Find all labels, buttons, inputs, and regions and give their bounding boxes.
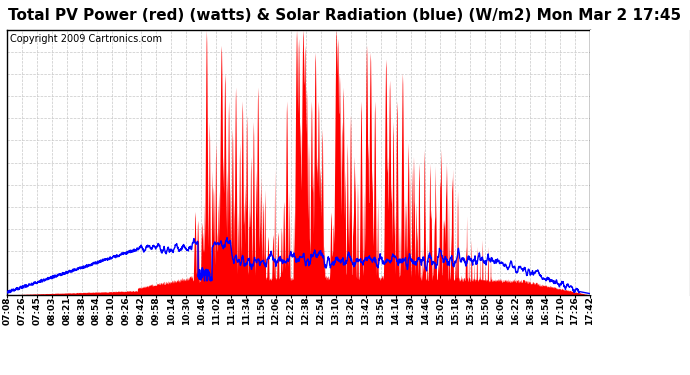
Text: 15:34: 15:34: [466, 297, 475, 326]
Text: 13:56: 13:56: [376, 297, 385, 325]
Text: 11:18: 11:18: [226, 297, 236, 325]
Text: 08:21: 08:21: [62, 297, 71, 325]
Text: 11:34: 11:34: [241, 297, 250, 326]
Text: 07:08: 07:08: [2, 297, 12, 325]
Text: 16:22: 16:22: [511, 297, 520, 325]
Text: 08:38: 08:38: [77, 297, 86, 325]
Text: 17:10: 17:10: [555, 297, 564, 325]
Text: 12:54: 12:54: [316, 297, 326, 326]
Text: 14:30: 14:30: [406, 297, 415, 325]
Text: 09:10: 09:10: [107, 297, 116, 325]
Text: 08:54: 08:54: [92, 297, 101, 325]
Text: 17:42: 17:42: [585, 297, 595, 326]
Text: 11:02: 11:02: [212, 297, 221, 325]
Text: 12:38: 12:38: [302, 297, 310, 325]
Text: 10:14: 10:14: [167, 297, 176, 325]
Text: 14:46: 14:46: [421, 297, 430, 326]
Text: 09:26: 09:26: [122, 297, 131, 325]
Text: 09:42: 09:42: [137, 297, 146, 326]
Text: 09:58: 09:58: [152, 297, 161, 325]
Text: 13:26: 13:26: [346, 297, 355, 325]
Text: 15:18: 15:18: [451, 297, 460, 325]
Text: 13:10: 13:10: [331, 297, 340, 325]
Text: 12:22: 12:22: [286, 297, 295, 325]
Text: 15:50: 15:50: [481, 297, 490, 325]
Text: 08:03: 08:03: [47, 297, 57, 325]
Text: Copyright 2009 Cartronics.com: Copyright 2009 Cartronics.com: [10, 34, 162, 44]
Text: 17:26: 17:26: [571, 297, 580, 326]
Text: 13:42: 13:42: [361, 297, 371, 326]
Text: 07:26: 07:26: [17, 297, 26, 325]
Text: 15:02: 15:02: [436, 297, 445, 325]
Text: 14:14: 14:14: [391, 297, 400, 326]
Text: 16:38: 16:38: [526, 297, 535, 325]
Text: 10:46: 10:46: [197, 297, 206, 325]
Text: 11:50: 11:50: [257, 297, 266, 325]
Text: 16:06: 16:06: [495, 297, 505, 325]
Text: 16:54: 16:54: [540, 297, 550, 326]
Text: 10:30: 10:30: [181, 297, 191, 325]
Text: 07:45: 07:45: [32, 297, 41, 326]
Text: 12:06: 12:06: [271, 297, 281, 325]
Text: Total PV Power (red) (watts) & Solar Radiation (blue) (W/m2) Mon Mar 2 17:45: Total PV Power (red) (watts) & Solar Rad…: [8, 8, 682, 22]
